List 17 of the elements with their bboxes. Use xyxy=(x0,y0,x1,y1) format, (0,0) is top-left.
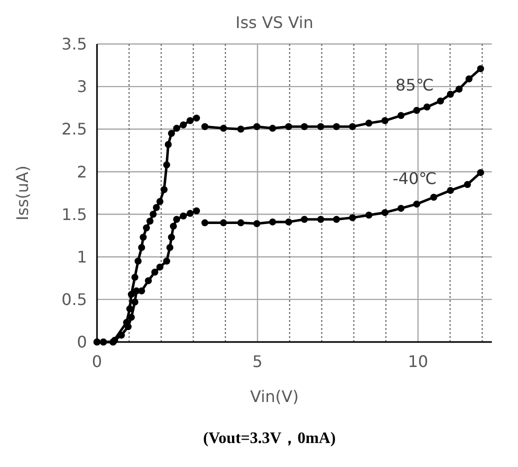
y-tick-label: 2.5 xyxy=(62,120,87,139)
x-tick-label: 10 xyxy=(408,352,428,371)
y-tick-label: 0.5 xyxy=(62,290,87,310)
series-label: 85℃ xyxy=(396,75,434,94)
chart-title: Iss VS Vin xyxy=(235,13,314,32)
y-tick-label: 3.5 xyxy=(62,34,87,54)
y-tick-label: 0 xyxy=(76,332,87,352)
y-axis-title: Iss(uA) xyxy=(13,166,32,220)
x-tick-label: 5 xyxy=(252,352,263,371)
y-tick-label: 1.5 xyxy=(62,204,87,224)
series-label: -40℃ xyxy=(392,169,437,188)
y-tick-label: 3 xyxy=(76,77,87,96)
text: (Vout=3.3V，0mA) xyxy=(203,430,336,447)
x-axis-title: Vin(V) xyxy=(250,387,299,406)
x-tick-label: 0 xyxy=(92,352,102,371)
y-tick-label: 1 xyxy=(76,247,87,266)
y-tick-label: 2 xyxy=(76,162,87,182)
